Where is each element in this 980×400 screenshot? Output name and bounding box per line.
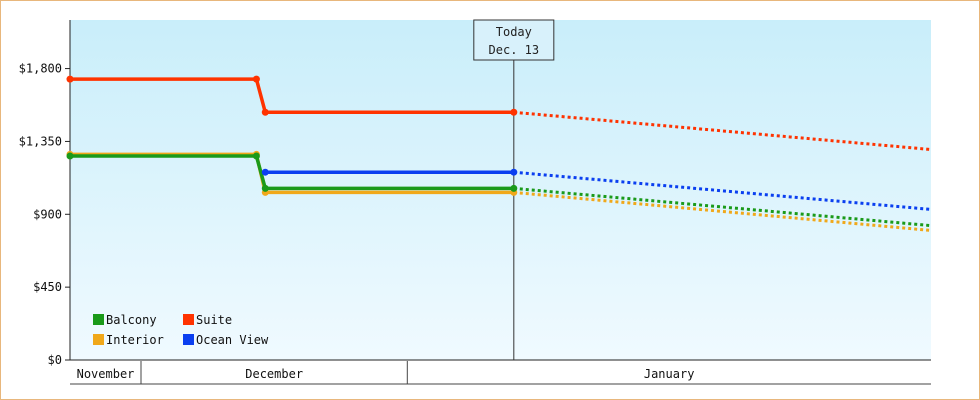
forecast-line-balcony — [513, 186, 932, 228]
month-label: December — [245, 367, 303, 381]
legend-swatch-suite — [183, 314, 194, 325]
data-point-suite — [261, 108, 269, 116]
data-point-balcony — [261, 184, 269, 192]
legend-label-suite: Suite — [196, 313, 232, 327]
data-point-ocean-view — [510, 168, 518, 176]
legend-swatch-ocean-view — [183, 334, 194, 345]
y-tick-label: $1,800 — [19, 62, 62, 76]
series-line-balcony — [70, 154, 514, 191]
data-point-balcony — [510, 184, 518, 192]
legend-label-ocean-view: Ocean View — [196, 333, 269, 347]
data-point-suite — [66, 75, 74, 83]
data-point-balcony — [252, 152, 260, 160]
data-point-balcony — [66, 152, 74, 160]
today-box — [473, 19, 555, 61]
legend-label-interior: Interior — [106, 333, 164, 347]
today-date-label: Dec. 13 — [489, 43, 540, 57]
y-tick-label: $1,350 — [19, 134, 62, 148]
y-tick-label: $450 — [33, 280, 62, 294]
legend-swatch-interior — [93, 334, 104, 345]
forecast-line-suite — [513, 110, 932, 152]
forecast-line-interior — [513, 190, 932, 232]
legend-label-balcony: Balcony — [106, 313, 157, 327]
y-tick-label: $900 — [33, 207, 62, 221]
forecast-line-ocean-view — [513, 170, 932, 211]
series-line-suite — [70, 77, 514, 115]
y-tick-label: $0 — [48, 353, 62, 367]
data-point-suite — [252, 75, 260, 83]
month-label: November — [77, 367, 135, 381]
data-point-suite — [510, 108, 518, 116]
today-label: Today — [496, 25, 532, 39]
legend-swatch-balcony — [93, 314, 104, 325]
month-label: January — [644, 367, 695, 381]
data-point-ocean-view — [261, 168, 269, 176]
